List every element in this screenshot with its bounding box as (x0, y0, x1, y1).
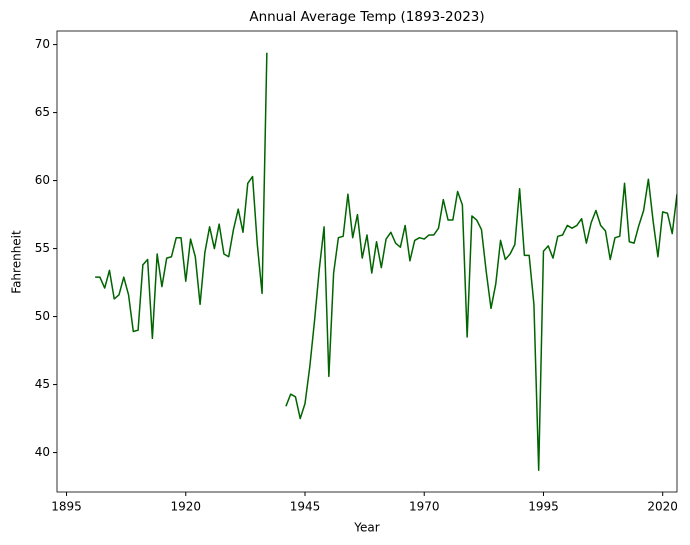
x-axis-label: Year (353, 521, 379, 535)
x-tick-label: 1995 (528, 500, 559, 514)
x-tick-label: 1945 (290, 500, 321, 514)
x-tick-label: 2020 (647, 500, 678, 514)
x-tick-label: 1895 (51, 500, 82, 514)
line-series (95, 52, 677, 471)
y-tick-label: 50 (35, 309, 50, 323)
y-tick-label: 65 (35, 105, 50, 119)
y-tick-label: 40 (35, 445, 50, 459)
y-tick-label: 70 (35, 37, 50, 51)
y-tick-label: 45 (35, 377, 50, 391)
y-axis-label: Fahrenheit (10, 230, 24, 294)
y-tick-label: 55 (35, 241, 50, 255)
plot-frame (56, 30, 678, 493)
chart-title: Annual Average Temp (1893-2023) (249, 9, 484, 25)
x-tick-label: 1920 (170, 500, 201, 514)
y-tick-label: 60 (35, 173, 50, 187)
x-tick-label: 1970 (409, 500, 440, 514)
